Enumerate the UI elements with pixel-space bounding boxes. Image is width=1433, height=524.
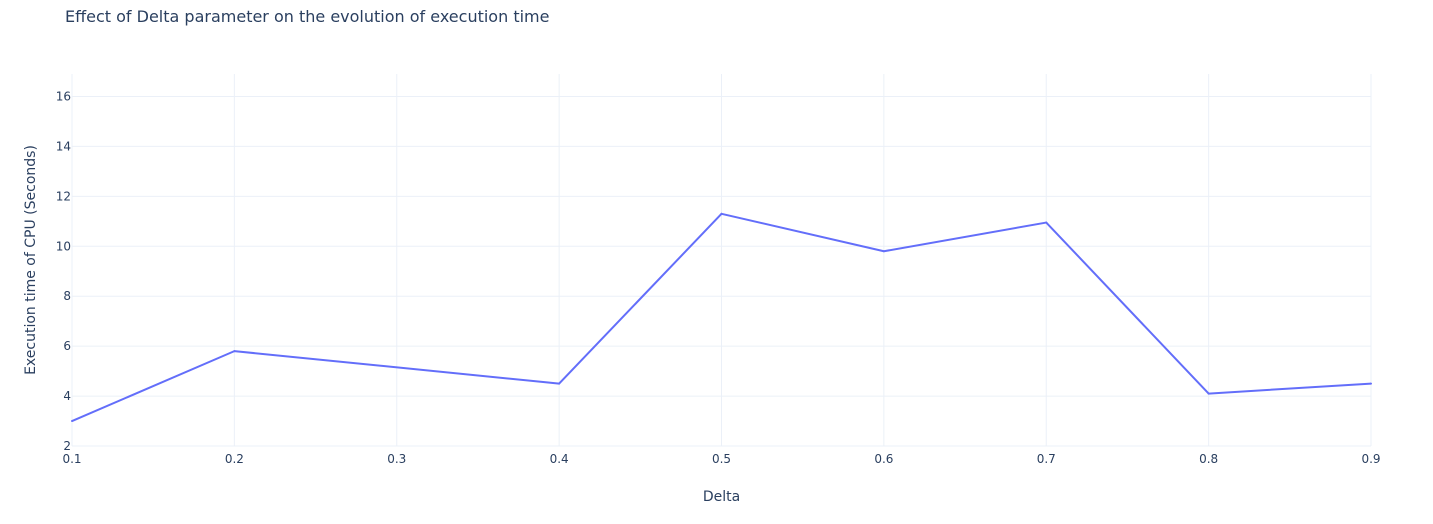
x-tick-label: 0.2 [225,452,244,466]
y-tick-label: 14 [56,139,71,153]
x-tick-label: 0.1 [62,452,81,466]
y-tick-label: 8 [63,289,71,303]
x-tick-label: 0.4 [550,452,569,466]
data-point [882,250,885,253]
data-point [71,420,73,423]
chart-title: Effect of Delta parameter on the evoluti… [65,7,550,26]
x-tick-label: 0.8 [1199,452,1218,466]
x-axis-title: Delta [703,489,740,505]
data-point [720,212,723,215]
series-line [71,212,1372,422]
data-point [233,350,236,353]
y-tick-label: 12 [56,189,71,203]
y-tick-label: 6 [63,339,71,353]
x-tick-label: 0.3 [387,452,406,466]
y-tick-label: 4 [63,389,71,403]
data-point [1370,382,1372,385]
data-point [1207,392,1210,395]
y-tick-label: 2 [63,439,71,453]
y-tick-labels: 2 4 6 8 10 12 14 16 [56,89,71,453]
y-tick-label: 16 [56,89,71,103]
y-tick-label: 10 [56,239,71,253]
x-tick-labels: 0.1 0.2 0.3 0.4 0.5 0.6 0.7 0.8 0.9 [62,452,1380,466]
x-tick-label: 0.5 [712,452,731,466]
series-layer [71,212,1372,423]
x-tick-label: 0.9 [1361,452,1380,466]
y-axis-title: Execution time of CPU (Seconds) [23,145,39,375]
x-tick-label: 0.7 [1037,452,1056,466]
data-point [558,382,561,385]
x-tick-label: 0.6 [874,452,893,466]
gridlines [71,74,1372,447]
data-point [1045,221,1048,224]
